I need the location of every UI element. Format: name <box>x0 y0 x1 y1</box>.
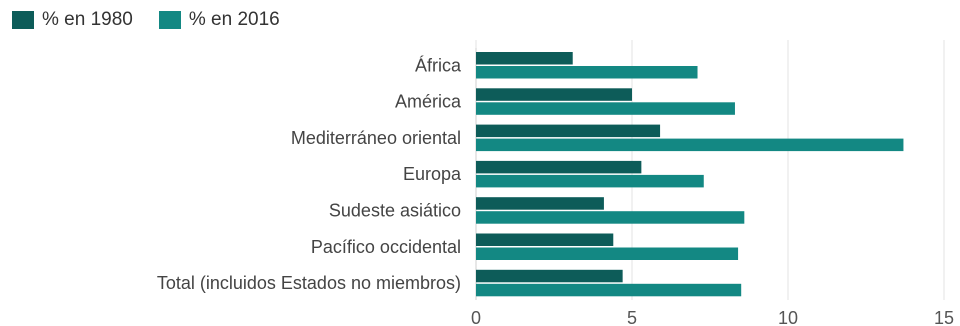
legend-swatch-2016 <box>158 11 181 29</box>
legend-item-1980[interactable]: % en 1980 <box>12 9 133 31</box>
bar-2016[interactable] <box>476 102 735 115</box>
x-tick-label: 15 <box>934 308 954 326</box>
category-label: Europa <box>403 164 462 184</box>
bar-2016[interactable] <box>476 138 904 152</box>
category-label: Sudeste asiático <box>329 200 461 220</box>
bar-2016[interactable] <box>476 283 742 297</box>
category-label: Pacífico occidental <box>311 237 461 257</box>
bar-1980[interactable] <box>476 233 614 247</box>
bar-1980[interactable] <box>476 124 661 138</box>
bar-2016[interactable] <box>476 211 745 224</box>
x-tick-label: 5 <box>627 308 637 326</box>
bar-1980[interactable] <box>476 52 573 65</box>
category-label: Mediterráneo oriental <box>291 128 461 148</box>
legend-swatch-1980 <box>12 11 34 29</box>
bar-1980[interactable] <box>476 197 604 210</box>
x-tick-label: 10 <box>778 308 798 326</box>
bar-2016[interactable] <box>476 66 698 79</box>
bar-2016[interactable] <box>476 174 704 188</box>
bar-1980[interactable] <box>476 269 623 283</box>
bar-1980[interactable] <box>476 88 632 101</box>
legend-label-1980: % en 1980 <box>42 9 133 30</box>
legend-item-2016[interactable]: % en 2016 <box>158 9 280 31</box>
category-label: América <box>395 92 462 112</box>
category-label: Total (incluidos Estados no miembros) <box>157 273 461 293</box>
legend: % en 1980 % en 2016 <box>12 7 306 33</box>
bar-2016[interactable] <box>476 247 739 261</box>
legend-label-2016: % en 2016 <box>188 9 280 30</box>
bar-1980[interactable] <box>476 160 642 174</box>
category-label: África <box>415 55 462 75</box>
x-tick-label: 0 <box>471 308 481 326</box>
